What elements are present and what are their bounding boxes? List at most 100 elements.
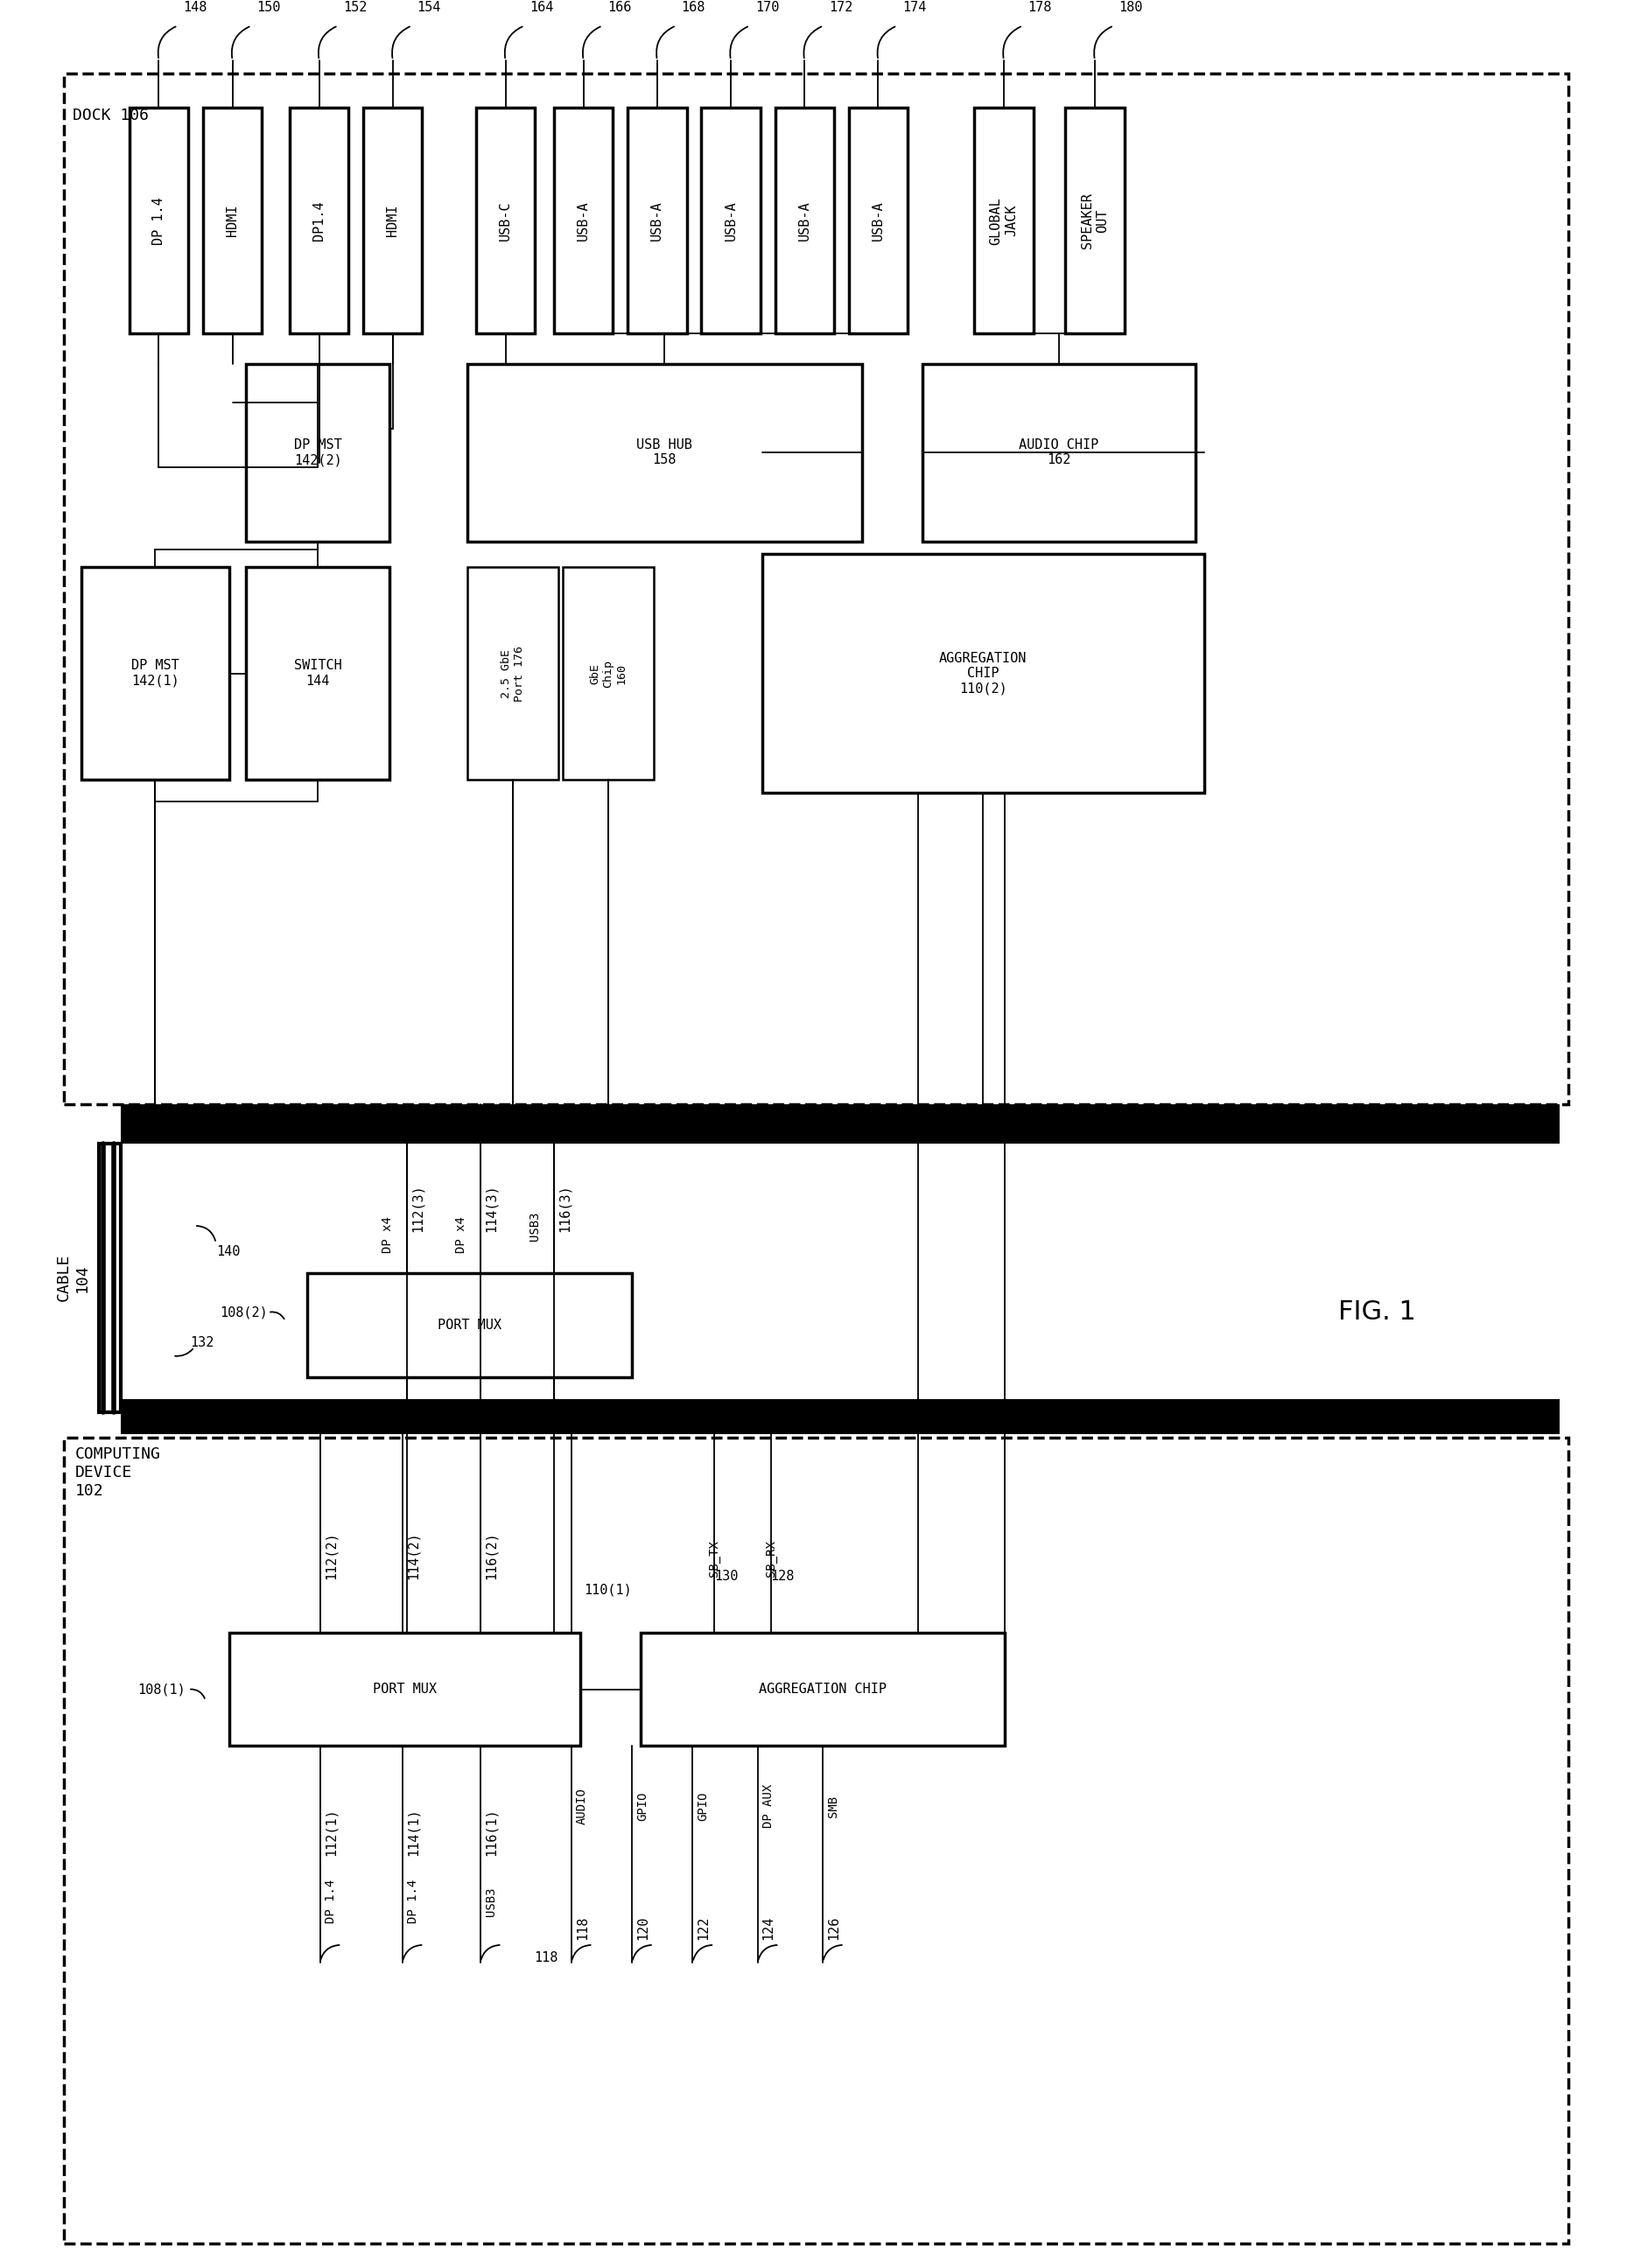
Text: 150: 150 [256, 2, 281, 14]
Bar [555, 109, 614, 333]
Bar [64, 1438, 1569, 2243]
Text: 108(1): 108(1) [138, 1683, 185, 1696]
Bar [82, 567, 230, 780]
Bar [246, 567, 389, 780]
Text: GbE
Chip
160: GbE Chip 160 [589, 660, 627, 687]
Text: 2.5 GbE
Port 176: 2.5 GbE Port 176 [501, 646, 525, 701]
Text: 154: 154 [417, 2, 441, 14]
Text: 110(1): 110(1) [584, 1583, 632, 1597]
Text: CABLE
104: CABLE 104 [56, 1254, 90, 1302]
Text: 114(1): 114(1) [407, 1808, 420, 1855]
Text: DOCK 106: DOCK 106 [72, 109, 149, 125]
Text: SB_RX: SB_RX [765, 1540, 776, 1576]
Text: 122: 122 [697, 1916, 711, 1939]
Text: 132: 132 [190, 1336, 213, 1349]
Text: USB-A: USB-A [724, 200, 737, 240]
Text: 116(2): 116(2) [484, 1531, 497, 1579]
Bar [563, 567, 653, 780]
Bar [121, 1399, 1559, 1433]
Text: 168: 168 [681, 2, 706, 14]
Text: DP AUX: DP AUX [761, 1785, 775, 1828]
Text: 180: 180 [1119, 2, 1144, 14]
Text: 130: 130 [714, 1569, 738, 1583]
Text: 112(1): 112(1) [325, 1808, 338, 1855]
Text: DP x4: DP x4 [381, 1216, 394, 1252]
Text: COMPUTING
DEVICE
102: COMPUTING DEVICE 102 [75, 1447, 161, 1499]
Text: PORT MUX: PORT MUX [373, 1683, 437, 1696]
Text: 178: 178 [1027, 2, 1052, 14]
Bar [975, 109, 1034, 333]
Text: DP x4: DP x4 [455, 1216, 468, 1252]
Text: USB-C CONNECTOR: USB-C CONNECTOR [763, 1408, 917, 1424]
Text: 126: 126 [827, 1916, 840, 1939]
Text: AGGREGATION CHIP: AGGREGATION CHIP [758, 1683, 886, 1696]
Text: AUDIO CHIP
162: AUDIO CHIP 162 [1019, 438, 1099, 467]
Bar [307, 1272, 632, 1377]
Bar [640, 1633, 1004, 1746]
Bar [468, 567, 558, 780]
Text: 114(3): 114(3) [484, 1184, 497, 1232]
Bar [468, 363, 862, 542]
Text: 166: 166 [607, 2, 632, 14]
Text: USB-C: USB-C [499, 200, 512, 240]
Bar [848, 109, 907, 333]
Text: SWITCH
144: SWITCH 144 [294, 660, 341, 687]
Bar [627, 109, 686, 333]
Text: GPIO: GPIO [697, 1792, 709, 1821]
Bar [230, 1633, 579, 1746]
Text: 164: 164 [530, 2, 553, 14]
Text: 124: 124 [761, 1916, 775, 1939]
Text: 112(2): 112(2) [325, 1531, 338, 1579]
Text: SPEAKER
OUT: SPEAKER OUT [1081, 193, 1109, 249]
Bar [363, 109, 422, 333]
Text: USB3: USB3 [484, 1887, 497, 1916]
Text: USB-A: USB-A [798, 200, 811, 240]
Text: 170: 170 [755, 2, 779, 14]
Text: USB HUB
158: USB HUB 158 [637, 438, 693, 467]
Text: 112(3): 112(3) [410, 1184, 423, 1232]
Text: USB-A: USB-A [871, 200, 884, 240]
Text: 116(3): 116(3) [558, 1184, 571, 1232]
Text: PORT MUX: PORT MUX [438, 1320, 502, 1331]
Bar [476, 109, 535, 333]
Text: DP 1.4: DP 1.4 [153, 197, 166, 245]
Bar [130, 109, 189, 333]
Bar [203, 109, 263, 333]
Text: 128: 128 [771, 1569, 794, 1583]
Text: 140: 140 [217, 1245, 240, 1259]
Bar [775, 109, 834, 333]
Bar [121, 1105, 1559, 1143]
Text: DOCK CONNECTOR: DOCK CONNECTOR [765, 1116, 916, 1132]
Bar [290, 109, 348, 333]
Text: AGGREGATION
CHIP
110(2): AGGREGATION CHIP 110(2) [939, 651, 1027, 696]
Text: USB-A: USB-A [650, 200, 663, 240]
Text: 118: 118 [576, 1916, 589, 1939]
Text: HDMI: HDMI [386, 204, 399, 236]
Text: 114(2): 114(2) [407, 1531, 420, 1579]
Text: 118: 118 [535, 1950, 558, 1964]
Text: AUDIO: AUDIO [576, 1787, 587, 1826]
Text: USB-A: USB-A [578, 200, 591, 240]
Bar [701, 109, 760, 333]
Text: 116(1): 116(1) [484, 1808, 497, 1855]
Bar [1065, 109, 1124, 333]
Text: 108(2): 108(2) [220, 1306, 267, 1320]
Text: USB3: USB3 [528, 1211, 542, 1241]
Text: 172: 172 [829, 2, 853, 14]
Bar [761, 553, 1204, 792]
Text: DP MST
142(1): DP MST 142(1) [131, 660, 179, 687]
Text: DP1.4: DP1.4 [312, 200, 325, 240]
Text: DP 1.4: DP 1.4 [407, 1880, 418, 1923]
Bar [64, 73, 1569, 1105]
Text: SB_TX: SB_TX [709, 1540, 720, 1576]
Text: 174: 174 [903, 2, 927, 14]
Text: GLOBAL
JACK: GLOBAL JACK [990, 197, 1017, 245]
Bar [98, 1143, 121, 1413]
Text: FIG. 1: FIG. 1 [1339, 1300, 1416, 1325]
Bar [246, 363, 389, 542]
Text: 120: 120 [637, 1916, 650, 1939]
Bar [922, 363, 1195, 542]
Text: 152: 152 [343, 2, 368, 14]
Text: GPIO: GPIO [637, 1792, 648, 1821]
Text: DP MST
142(2): DP MST 142(2) [294, 438, 341, 467]
